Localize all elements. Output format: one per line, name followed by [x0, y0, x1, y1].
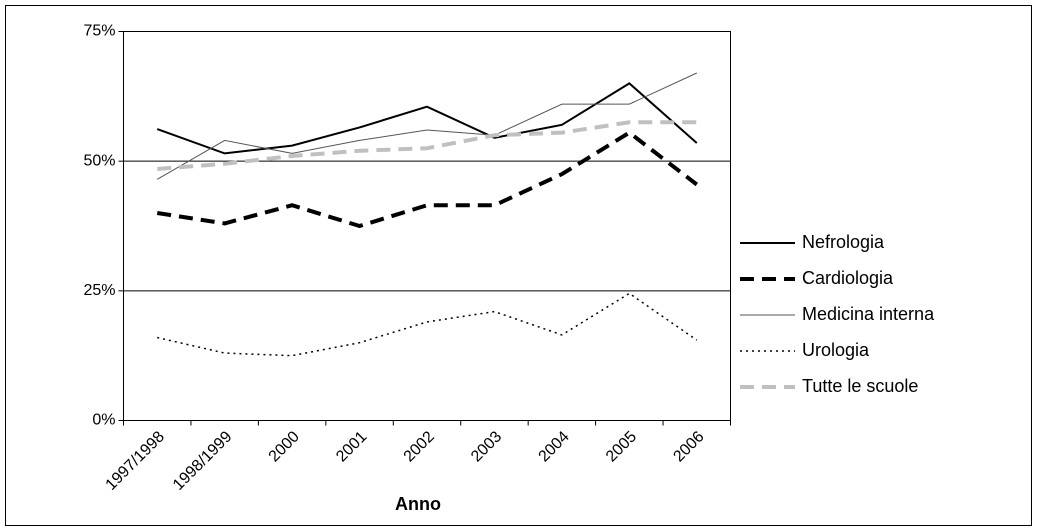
- series-line: [156, 130, 698, 229]
- series-line: [156, 72, 697, 180]
- legend-label: Medicina interna: [802, 304, 935, 324]
- y-tick-label: 75%: [83, 23, 115, 40]
- y-tick-label: 25%: [83, 282, 115, 299]
- legend-label: Urologia: [802, 340, 870, 360]
- series-line: [157, 292, 698, 357]
- series-line: [157, 120, 697, 171]
- legend-label: Nefrologia: [802, 232, 885, 252]
- legend-label: Tutte le scuole: [802, 376, 918, 396]
- series-line: [156, 82, 698, 155]
- legend-label: Cardiologia: [802, 268, 894, 288]
- y-tick-label: 0%: [92, 412, 115, 429]
- y-tick-label: 50%: [83, 152, 115, 169]
- x-axis-title: Anno: [395, 494, 441, 514]
- chart-frame: [5, 5, 1032, 526]
